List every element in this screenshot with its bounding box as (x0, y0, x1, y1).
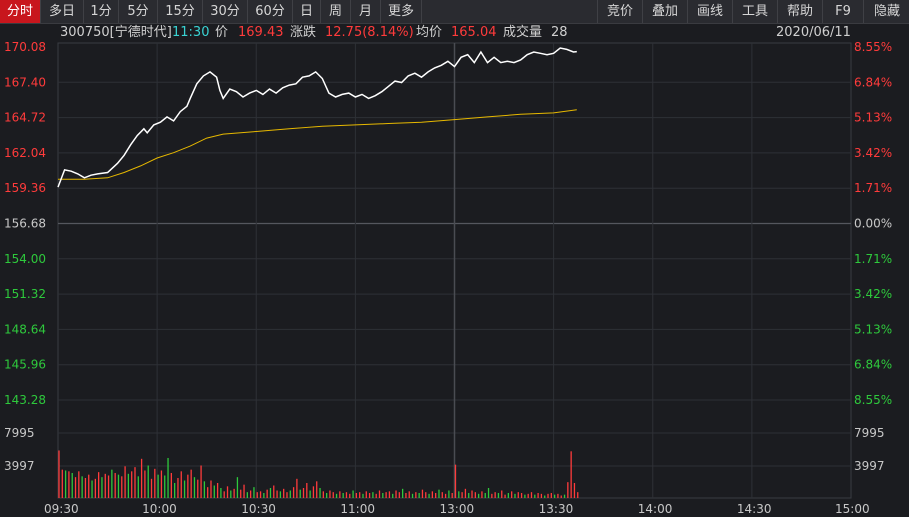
f9-button[interactable]: F9 (822, 0, 863, 23)
average-price-line (58, 109, 577, 180)
percent-tick-label: 1.71% (854, 252, 892, 266)
tab-30min[interactable]: 30分 (203, 0, 248, 23)
current-time: 11:30 (172, 25, 210, 40)
percent-tick-label: 5.13% (854, 322, 892, 336)
time-tick-label: 15:00 (835, 502, 870, 516)
price-value: 169.43 (238, 25, 284, 40)
hide-button[interactable]: 隐藏 (863, 0, 909, 23)
change-label: 涨跌 (290, 25, 317, 40)
avg-price-label: 均价 (416, 25, 443, 40)
volume-tick-label-right: 3997 (854, 459, 885, 473)
tab-15min[interactable]: 15分 (158, 0, 203, 23)
tab-multi-day[interactable]: 多日 (41, 0, 84, 23)
overlay-button[interactable]: 叠加 (642, 0, 687, 23)
percent-tick-label: 0.00% (854, 217, 892, 231)
time-tick-label: 13:30 (539, 502, 574, 516)
period-toolbar: 分时 多日 1分 5分 15分 30分 60分 日 周 月 更多 竞价 叠加 画… (0, 0, 909, 24)
tab-1min[interactable]: 1分 (84, 0, 119, 23)
price-tick-label: 164.72 (4, 111, 46, 125)
trade-date: 2020/06/11 (776, 25, 851, 40)
price-tick-label: 162.04 (4, 146, 46, 160)
price-tick-label: 170.08 (4, 40, 46, 54)
percent-tick-label: 1.71% (854, 181, 892, 195)
percent-tick-label: 6.84% (854, 75, 892, 89)
volume-tick-label-right: 7995 (854, 426, 885, 440)
percent-tick-label: 5.13% (854, 111, 892, 125)
time-tick-label: 13:00 (440, 502, 475, 516)
tab-week[interactable]: 周 (321, 0, 351, 23)
volume-label: 成交量 (503, 25, 543, 40)
time-tick-label: 09:30 (44, 502, 79, 516)
time-tick-label: 10:30 (241, 502, 276, 516)
price-tick-label: 151.32 (4, 287, 46, 301)
tab-5min[interactable]: 5分 (119, 0, 158, 23)
draw-line-button[interactable]: 画线 (687, 0, 732, 23)
price-tick-label: 148.64 (4, 322, 46, 336)
time-tick-label: 11:00 (340, 502, 375, 516)
tab-60min[interactable]: 60分 (248, 0, 293, 23)
volume-tick-label: 7995 (4, 426, 35, 440)
auction-button[interactable]: 竞价 (597, 0, 642, 23)
tab-day[interactable]: 日 (293, 0, 321, 23)
tab-month[interactable]: 月 (351, 0, 381, 23)
percent-tick-label: 8.55% (854, 40, 892, 54)
time-tick-label: 14:00 (638, 502, 673, 516)
avg-price-value: 165.04 (451, 25, 497, 40)
percent-tick-label: 3.42% (854, 287, 892, 301)
price-line (57, 47, 577, 188)
percent-tick-label: 3.42% (854, 146, 892, 160)
tools-button[interactable]: 工具 (732, 0, 777, 23)
price-tick-label: 159.36 (4, 181, 46, 195)
change-value: 12.75(8.14%) (325, 25, 414, 40)
price-label: 价 (215, 25, 229, 40)
help-button[interactable]: 帮助 (777, 0, 822, 23)
price-tick-label: 145.96 (4, 358, 46, 372)
price-tick-label: 154.00 (4, 252, 46, 266)
price-tick-label: 143.28 (4, 393, 46, 407)
stock-code-name: 300750[宁德时代] (60, 25, 172, 40)
volume-value: 28 (551, 25, 568, 40)
time-tick-label: 10:00 (142, 502, 177, 516)
tab-intraday[interactable]: 分时 (0, 0, 41, 23)
price-tick-label: 156.68 (4, 217, 46, 231)
time-tick-label: 14:30 (737, 502, 772, 516)
percent-tick-label: 6.84% (854, 358, 892, 372)
percent-tick-label: 8.55% (854, 393, 892, 407)
volume-tick-label: 3997 (4, 459, 35, 473)
price-tick-label: 167.40 (4, 75, 46, 89)
quote-info-bar: 300750[宁德时代] 11:30 价 169.43 涨跌 12.75(8.1… (0, 24, 909, 42)
tab-more[interactable]: 更多 (381, 0, 422, 23)
